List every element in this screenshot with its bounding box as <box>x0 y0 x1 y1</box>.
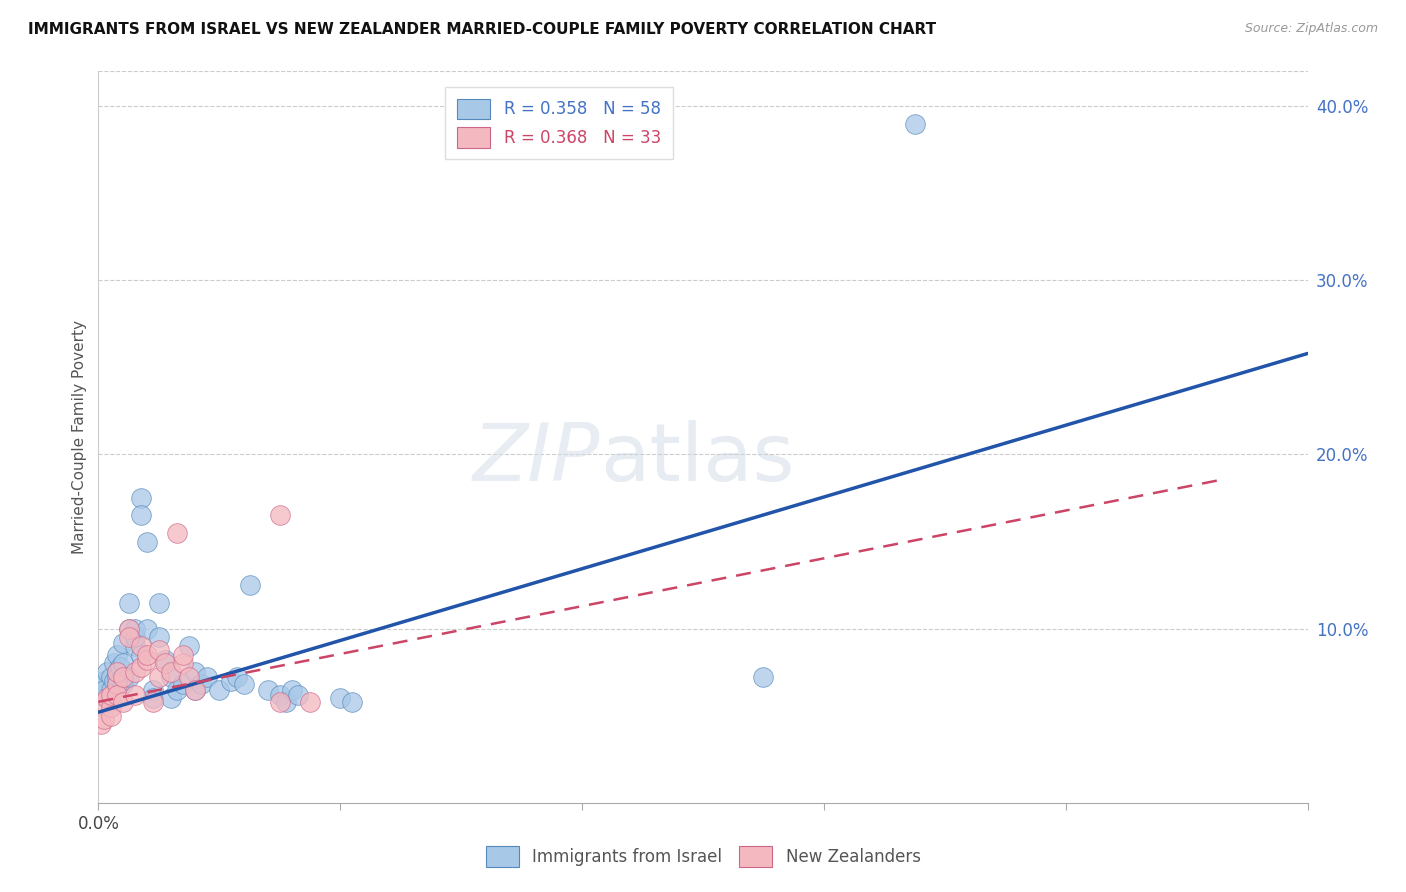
Point <box>153 653 176 667</box>
Point <box>105 688 128 702</box>
Point <box>90 717 112 731</box>
Point <box>256 682 278 697</box>
Point <box>129 508 152 523</box>
Point <box>118 670 141 684</box>
Point <box>172 657 194 671</box>
Point <box>118 595 141 609</box>
Point <box>100 695 122 709</box>
Point <box>148 631 170 645</box>
Point <box>269 508 291 523</box>
Point <box>100 708 122 723</box>
Point <box>184 665 207 680</box>
Point <box>111 673 134 688</box>
Point <box>105 677 128 691</box>
Point <box>342 695 364 709</box>
Point <box>135 653 157 667</box>
Point <box>124 639 146 653</box>
Point <box>105 648 128 662</box>
Point <box>160 691 183 706</box>
Point <box>124 665 146 680</box>
Point <box>274 695 297 709</box>
Point <box>148 642 170 657</box>
Point <box>299 695 322 709</box>
Legend: Immigrants from Israel, New Zealanders: Immigrants from Israel, New Zealanders <box>477 838 929 875</box>
Point <box>111 695 134 709</box>
Point <box>172 677 194 691</box>
Y-axis label: Married-Couple Family Poverty: Married-Couple Family Poverty <box>72 320 87 554</box>
Point <box>142 691 165 706</box>
Point <box>269 688 291 702</box>
Point <box>100 682 122 697</box>
Point <box>179 639 201 653</box>
Text: atlas: atlas <box>600 420 794 498</box>
Point <box>135 622 157 636</box>
Point <box>93 682 115 697</box>
Point <box>195 670 218 684</box>
Point <box>124 631 146 645</box>
Point <box>135 534 157 549</box>
Point <box>148 670 170 684</box>
Point <box>124 622 146 636</box>
Point <box>105 665 128 680</box>
Point <box>93 673 115 688</box>
Point <box>100 670 122 684</box>
Point <box>111 670 134 684</box>
Point <box>91 677 114 691</box>
Point <box>105 670 128 684</box>
Point <box>129 639 152 653</box>
Point <box>93 712 115 726</box>
Point <box>221 673 243 688</box>
Point <box>129 648 152 662</box>
Point <box>100 688 122 702</box>
Point <box>179 670 201 684</box>
Text: ZIP: ZIP <box>472 420 600 498</box>
Point <box>105 677 128 691</box>
Point <box>118 631 141 645</box>
Point <box>208 682 231 697</box>
Point <box>96 665 118 680</box>
Point <box>111 677 134 691</box>
Point <box>111 657 134 671</box>
Point <box>103 673 125 688</box>
Point <box>142 682 165 697</box>
Point <box>105 665 128 680</box>
Point <box>124 688 146 702</box>
Text: IMMIGRANTS FROM ISRAEL VS NEW ZEALANDER MARRIED-COUPLE FAMILY POVERTY CORRELATIO: IMMIGRANTS FROM ISRAEL VS NEW ZEALANDER … <box>28 22 936 37</box>
Point <box>160 670 183 684</box>
Point <box>904 117 927 131</box>
Point <box>166 525 188 540</box>
Point <box>93 695 115 709</box>
Point <box>184 682 207 697</box>
Point <box>226 670 249 684</box>
Point <box>190 677 212 691</box>
Point <box>108 660 131 674</box>
Point <box>281 682 304 697</box>
Point <box>160 665 183 680</box>
Text: Source: ZipAtlas.com: Source: ZipAtlas.com <box>1244 22 1378 36</box>
Point <box>752 670 775 684</box>
Point <box>129 660 152 674</box>
Point <box>96 691 118 706</box>
Point <box>287 688 309 702</box>
Point <box>148 595 170 609</box>
Point <box>90 688 112 702</box>
Point <box>172 648 194 662</box>
Point <box>166 682 188 697</box>
Point <box>153 657 176 671</box>
Point <box>103 657 125 671</box>
Point <box>118 622 141 636</box>
Point <box>100 700 122 714</box>
Point <box>329 691 352 706</box>
Point <box>184 682 207 697</box>
Point <box>129 491 152 505</box>
Point <box>142 695 165 709</box>
Point <box>135 648 157 662</box>
Point <box>232 677 254 691</box>
Point <box>239 578 262 592</box>
Point <box>269 695 291 709</box>
Point <box>111 635 134 649</box>
Point <box>118 622 141 636</box>
